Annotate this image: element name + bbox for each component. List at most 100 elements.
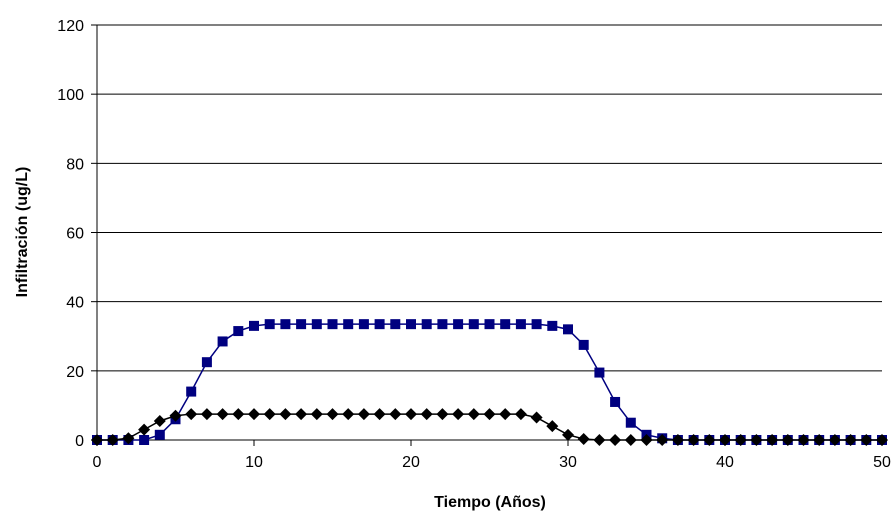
series-2-point-50 bbox=[876, 434, 888, 446]
series-2-point-36 bbox=[656, 434, 669, 446]
series-2-point-8 bbox=[216, 408, 229, 421]
series-1-point-13 bbox=[296, 319, 307, 330]
series-2-point-34 bbox=[624, 434, 637, 446]
series-2-point-37 bbox=[671, 434, 684, 446]
x-axis-title: Tiempo (Años) bbox=[434, 494, 546, 511]
x-tick-label-10: 10 bbox=[245, 454, 263, 471]
series-2-point-15 bbox=[326, 408, 339, 421]
y-tick-label-0: 0 bbox=[75, 433, 84, 450]
series-2-point-9 bbox=[232, 408, 245, 421]
x-tick-label-40: 40 bbox=[716, 454, 734, 471]
series-2-point-24 bbox=[467, 408, 480, 421]
series-2-point-3 bbox=[138, 423, 151, 436]
series-1-point-22 bbox=[437, 319, 448, 330]
series-2-point-32 bbox=[593, 434, 606, 446]
series-2-point-20 bbox=[405, 408, 417, 421]
series-1-point-26 bbox=[500, 319, 511, 330]
series-1-point-8 bbox=[217, 336, 228, 347]
series-2-point-44 bbox=[781, 434, 794, 446]
series-2-point-30 bbox=[562, 428, 574, 441]
series-2-point-26 bbox=[499, 408, 512, 421]
series-2-point-42 bbox=[750, 434, 763, 446]
series-2-point-31 bbox=[577, 432, 590, 445]
series-2-point-40 bbox=[719, 434, 731, 446]
series-2-point-7 bbox=[200, 408, 213, 421]
series-2-point-33 bbox=[609, 434, 622, 446]
series-2-point-12 bbox=[279, 408, 292, 421]
series-2-point-35 bbox=[640, 434, 653, 446]
series-1-point-31 bbox=[578, 339, 589, 350]
series-1-point-3 bbox=[139, 435, 150, 445]
axes bbox=[91, 24, 883, 446]
series-1-point-15 bbox=[327, 319, 338, 330]
series-2-point-25 bbox=[483, 408, 496, 421]
series-2-point-11 bbox=[263, 408, 276, 421]
series-2-point-18 bbox=[373, 408, 386, 421]
series-1-point-16 bbox=[343, 319, 354, 330]
y-axis-title: Infiltración (ug/L) bbox=[14, 167, 31, 298]
series-2-point-23 bbox=[452, 408, 465, 421]
y-tick-label-100: 100 bbox=[57, 87, 84, 104]
series-2-point-14 bbox=[310, 408, 323, 421]
series-1-point-10 bbox=[249, 320, 259, 331]
series-1-point-7 bbox=[201, 357, 212, 368]
series-1-point-11 bbox=[264, 319, 275, 330]
y-tick-label-60: 60 bbox=[66, 226, 84, 243]
series-2 bbox=[91, 408, 888, 446]
series-2-point-5 bbox=[169, 409, 182, 422]
series-2-point-1 bbox=[106, 434, 119, 446]
x-tick-label-50: 50 bbox=[873, 454, 891, 471]
series-2-point-19 bbox=[389, 408, 402, 421]
series-1-point-9 bbox=[233, 326, 244, 337]
series-1-point-30 bbox=[563, 324, 573, 335]
y-tick-label-20: 20 bbox=[66, 364, 84, 381]
series-1-line bbox=[97, 323, 882, 441]
series-2-point-46 bbox=[813, 434, 826, 446]
x-tick-label-0: 0 bbox=[93, 454, 102, 471]
x-tick-labels: 0 10 20 30 40 50 bbox=[93, 454, 891, 471]
series-2-point-45 bbox=[797, 434, 810, 446]
series-2-point-21 bbox=[420, 408, 433, 421]
series-2-point-29 bbox=[546, 420, 559, 433]
series-2-point-49 bbox=[860, 434, 873, 446]
series-2-point-17 bbox=[357, 408, 370, 421]
series-1-point-27 bbox=[515, 319, 526, 330]
y-tick-label-40: 40 bbox=[66, 295, 84, 312]
series-2-point-4 bbox=[153, 414, 166, 427]
series-1-point-20 bbox=[406, 319, 416, 330]
series-1-point-28 bbox=[531, 319, 542, 330]
series-2-point-16 bbox=[342, 408, 355, 421]
series-1-point-24 bbox=[468, 319, 479, 330]
gridlines bbox=[97, 24, 882, 372]
series-1-point-17 bbox=[358, 319, 369, 330]
series-1-point-32 bbox=[594, 367, 605, 378]
series-2-point-2 bbox=[122, 432, 135, 445]
series-1-point-23 bbox=[453, 319, 464, 330]
series-2-point-6 bbox=[185, 408, 198, 421]
series-2-point-39 bbox=[703, 434, 716, 446]
series-2-point-10 bbox=[248, 408, 260, 421]
series-2-point-13 bbox=[295, 408, 308, 421]
series-2-point-27 bbox=[514, 408, 527, 421]
series-1 bbox=[92, 319, 887, 445]
series-2-point-38 bbox=[687, 434, 700, 446]
y-tick-label-120: 120 bbox=[57, 18, 84, 35]
series-2-point-43 bbox=[766, 434, 779, 446]
series-1-point-12 bbox=[280, 319, 291, 330]
series-2-point-47 bbox=[828, 434, 841, 446]
series-2-point-28 bbox=[530, 411, 543, 424]
series-1-point-6 bbox=[186, 386, 197, 397]
y-tick-label-80: 80 bbox=[66, 156, 84, 173]
x-tick-label-20: 20 bbox=[402, 454, 420, 471]
series-2-point-0 bbox=[91, 434, 103, 446]
series-1-point-25 bbox=[484, 319, 495, 330]
series-2-point-22 bbox=[436, 408, 449, 421]
series-1-point-14 bbox=[311, 319, 322, 330]
series-group bbox=[91, 319, 888, 446]
series-2-point-41 bbox=[734, 434, 747, 446]
series-2-point-48 bbox=[844, 434, 857, 446]
series-1-point-21 bbox=[421, 319, 432, 330]
series-1-point-19 bbox=[390, 319, 401, 330]
series-1-point-33 bbox=[610, 396, 621, 407]
